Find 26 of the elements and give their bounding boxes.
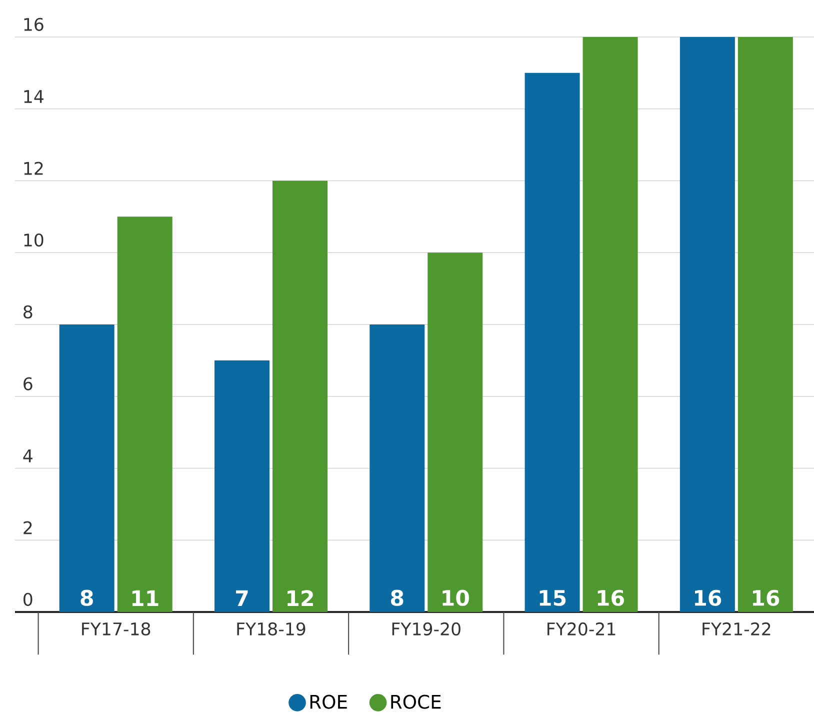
x-tick-label: FY19-20 (392, 622, 460, 636)
x-tick-label: FY21-22 (702, 622, 770, 636)
data-label: 16 (694, 590, 722, 606)
x-tick-label: FY20-21 (548, 622, 616, 636)
data-label: 7 (236, 590, 248, 606)
legend-label: ROE (310, 694, 347, 709)
y-tick-label: 8 (24, 305, 32, 318)
y-tick-label: 10 (24, 233, 44, 247)
legend-label: ROCE (391, 694, 441, 709)
y-tick-label: 2 (24, 521, 32, 534)
y-tick-label: 6 (24, 377, 32, 390)
data-label: 15 (540, 590, 566, 606)
y-tick-label: 12 (24, 162, 43, 175)
data-label: 16 (752, 590, 780, 606)
data-label: 8 (80, 590, 93, 606)
data-label: 16 (598, 590, 624, 606)
data-label: 12 (288, 590, 313, 606)
data-label: 8 (391, 590, 404, 606)
y-tick-label: 4 (23, 450, 32, 462)
y-tick-label: 14 (24, 90, 44, 103)
x-tick-label: FY18-19 (237, 622, 306, 636)
y-tick-label: 16 (24, 18, 44, 31)
data-label: 10 (442, 590, 469, 606)
x-tick-label: FY17-18 (82, 622, 150, 636)
data-label: 11 (132, 590, 158, 606)
y-tick-label: 0 (24, 592, 32, 606)
